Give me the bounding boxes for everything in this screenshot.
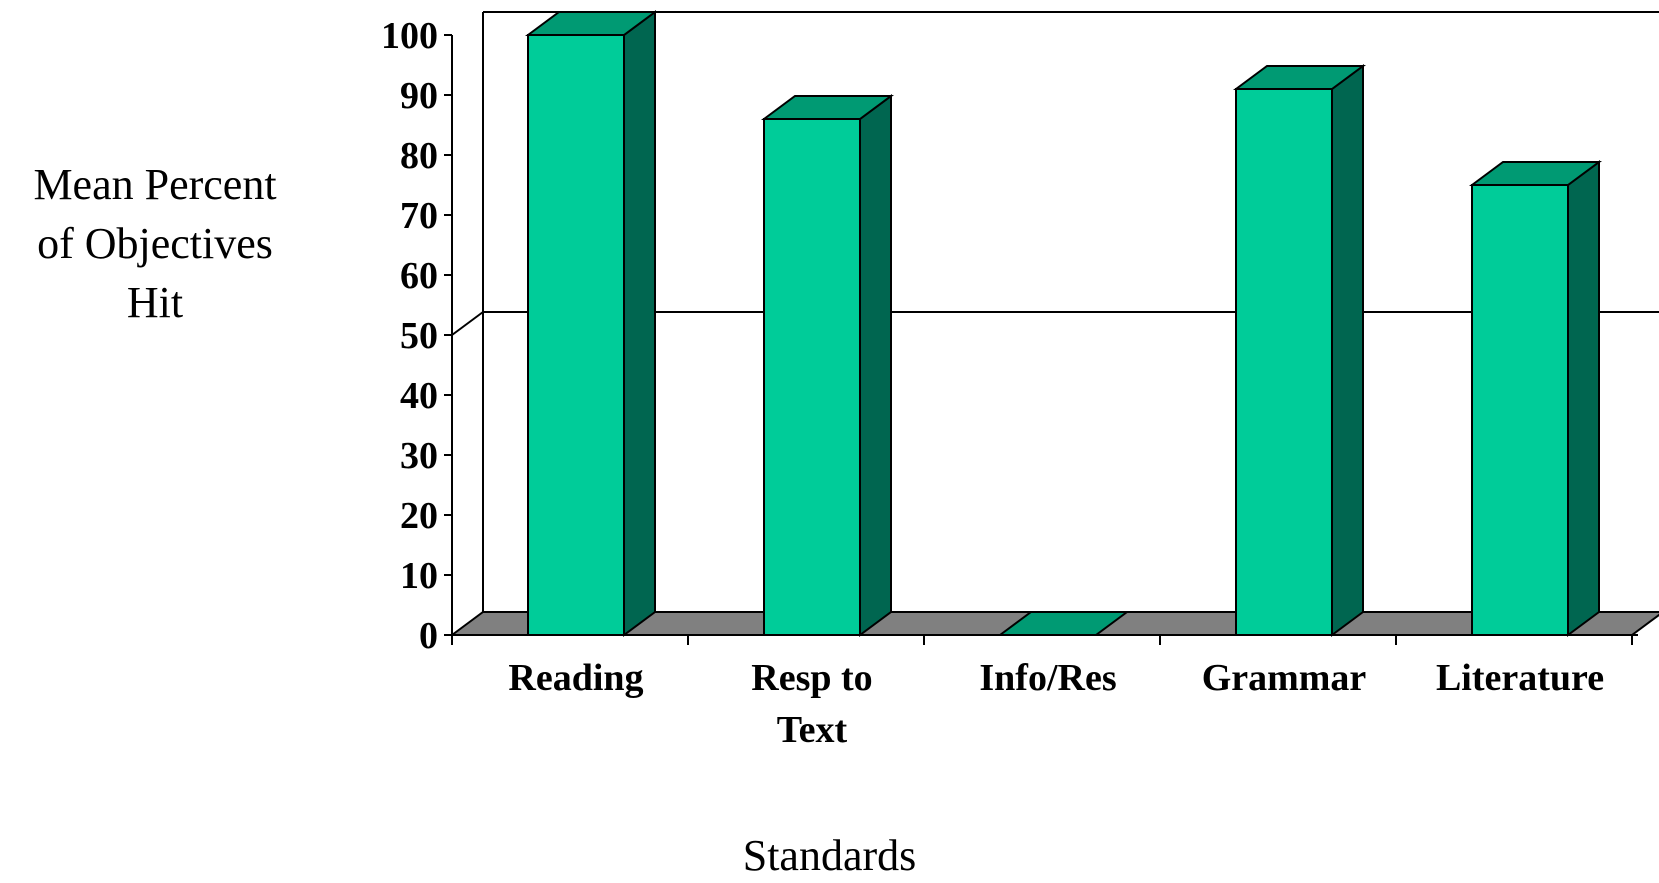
bar-top [760,95,895,120]
y-tick-label: 80 [400,135,438,177]
bar-top [1468,161,1603,186]
bar-front [1235,88,1333,636]
x-tick-label: Text [777,709,848,751]
bar-side [1567,160,1600,637]
y-tick-label: 90 [400,75,438,117]
x-tick-label: Resp to [751,657,872,699]
bar-front [763,118,861,636]
y-tick-label: 0 [419,615,438,657]
reference-line-side [451,311,484,336]
bar-side [859,94,892,637]
y-tick-label: 40 [400,375,438,417]
y-tick-label: 20 [400,495,438,537]
bar-side [623,10,656,637]
y-tick-label: 60 [400,255,438,297]
bar-side [1331,64,1364,637]
x-tick-label: Info/Res [979,657,1116,699]
y-axis-title-line-1: Mean Percent [33,160,277,209]
y-tick-label: 50 [400,315,438,357]
x-tick-label: Reading [508,657,643,699]
bar-top [524,11,659,36]
y-tick-label: 10 [400,555,438,597]
bar-front [1471,184,1569,636]
bar-top [996,611,1131,636]
y-tick-label: 100 [381,15,438,57]
y-axis-title-line-3: Hit [126,278,184,327]
bar-top [1232,65,1367,90]
y-tick-label: 30 [400,435,438,477]
y-tick-label: 70 [400,195,438,237]
y-axis-title: Mean Percent of Objectives Hit [0,155,310,332]
y-axis-title-line-2: of Objectives [37,219,273,268]
x-axis-title: Standards [742,831,917,880]
x-tick-label: Literature [1436,657,1604,699]
bar-front [527,34,625,636]
x-tick-label: Grammar [1202,657,1367,699]
